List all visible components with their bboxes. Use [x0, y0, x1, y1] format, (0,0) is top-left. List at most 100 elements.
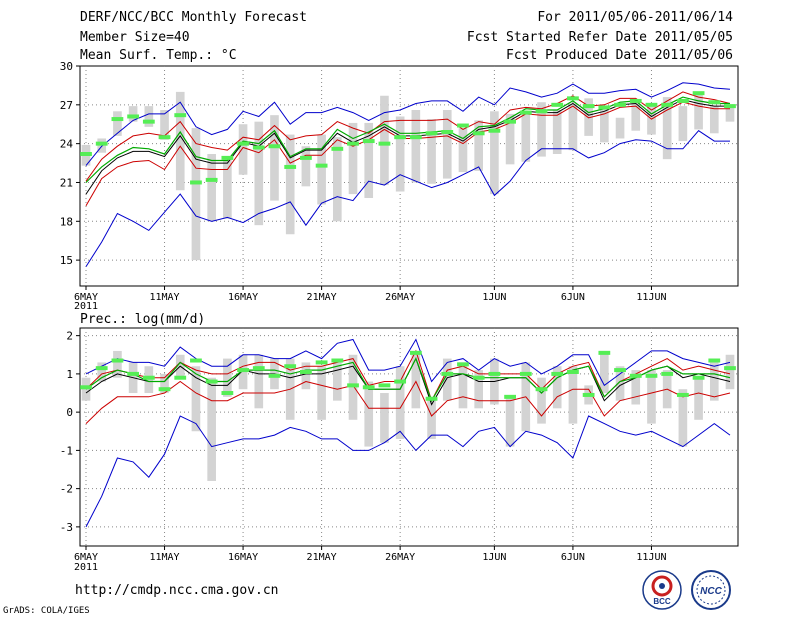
- obs-marker: [614, 368, 626, 373]
- x-year-label: 2011: [74, 562, 98, 573]
- obs-marker: [629, 98, 642, 103]
- spread-box: [709, 358, 719, 401]
- obs-marker: [237, 368, 249, 373]
- obs-marker: [315, 360, 328, 365]
- spread-box: [285, 134, 295, 235]
- obs-marker: [205, 177, 218, 182]
- obs-marker: [472, 375, 485, 380]
- spread-box: [191, 366, 201, 432]
- x-tick-label: 11MAY: [149, 552, 179, 563]
- spread-box: [647, 370, 656, 424]
- y-tick-label: 18: [60, 215, 73, 228]
- x-tick-label: 11JUN: [636, 292, 666, 303]
- spread-box: [97, 362, 107, 382]
- obs-marker: [127, 371, 140, 376]
- obs-marker: [708, 358, 721, 363]
- obs-marker: [268, 144, 281, 149]
- spread-box: [332, 358, 342, 401]
- obs-marker: [347, 141, 359, 146]
- spread-box: [552, 366, 562, 409]
- x-tick-label: 6MAY: [74, 552, 98, 563]
- spread-box: [631, 102, 641, 131]
- series-line-min: [85, 415, 731, 528]
- obs-marker: [441, 130, 454, 134]
- obs-marker: [111, 358, 124, 363]
- y-tick-label: 24: [60, 138, 74, 151]
- spread-box: [647, 106, 656, 135]
- x-tick-label: 6JUN: [561, 292, 585, 303]
- y-tick-label: 2: [66, 330, 73, 343]
- spread-box: [380, 95, 389, 186]
- obs-marker: [519, 110, 532, 115]
- spread-box: [678, 389, 688, 447]
- x-year-label: 2011: [74, 301, 98, 312]
- obs-marker: [174, 375, 187, 380]
- obs-marker: [378, 141, 391, 146]
- y-tick-label: 0: [66, 406, 73, 419]
- spread-box: [395, 366, 405, 439]
- series-line-control: [85, 96, 730, 183]
- obs-marker: [692, 91, 705, 96]
- obs-marker: [551, 371, 564, 376]
- obs-marker: [661, 371, 674, 376]
- obs-marker: [190, 358, 202, 363]
- header-produced-date: Fcst Produced Date 2011/05/06: [506, 48, 733, 63]
- obs-marker: [300, 155, 312, 160]
- obs-marker: [80, 152, 92, 156]
- spread-box: [301, 362, 311, 390]
- spread-box: [223, 358, 232, 397]
- obs-marker: [457, 123, 469, 128]
- header-member-size: Member Size=40: [80, 30, 190, 45]
- obs-marker: [598, 105, 611, 110]
- spread-box: [458, 128, 468, 173]
- x-tick-label: 26MAY: [385, 292, 415, 303]
- spread-box: [678, 106, 688, 142]
- header-variable: Mean Surf. Temp.: °C: [80, 48, 237, 63]
- obs-marker: [551, 102, 564, 107]
- spread-box: [207, 154, 216, 222]
- series-line-spread-lower: [85, 380, 731, 424]
- x-tick-label: 6MAY: [74, 292, 98, 303]
- x-tick-label: 1JUN: [482, 292, 506, 303]
- obs-marker: [441, 371, 454, 376]
- spread-box: [348, 122, 358, 195]
- obs-marker: [95, 366, 108, 371]
- obs-marker: [488, 128, 501, 133]
- spread-box: [128, 106, 138, 122]
- footer-url[interactable]: http://cmdp.ncc.cma.gov.cn: [75, 583, 279, 598]
- series-line-spread-lower: [85, 101, 730, 207]
- spread-box: [631, 370, 641, 405]
- obs-marker: [300, 369, 312, 374]
- spread-box: [364, 381, 374, 447]
- spread-box: [395, 116, 405, 192]
- spread-box: [301, 146, 311, 187]
- y-tick-label: 30: [60, 60, 73, 73]
- spread-box: [521, 113, 531, 162]
- x-tick-label: 6JUN: [561, 552, 585, 563]
- obs-marker: [567, 369, 579, 374]
- obs-marker: [425, 131, 438, 136]
- obs-marker: [504, 394, 516, 399]
- spread-box: [160, 110, 169, 140]
- spread-box: [725, 354, 735, 390]
- obs-marker: [708, 100, 721, 105]
- obs-marker: [190, 180, 202, 185]
- x-tick-label: 11JUN: [636, 552, 666, 563]
- obs-marker: [237, 141, 249, 146]
- spread-box: [411, 110, 421, 183]
- plot-frame: [79, 65, 739, 287]
- obs-marker: [535, 109, 548, 114]
- spread-box: [584, 98, 593, 136]
- obs-marker: [284, 364, 297, 369]
- x-tick-label: 16MAY: [228, 292, 258, 303]
- panel-title-precipitation: Prec.: log(mm/d): [80, 312, 205, 327]
- spread-box: [175, 91, 185, 191]
- spread-box: [380, 393, 389, 443]
- obs-marker: [394, 379, 407, 384]
- spread-box: [411, 350, 421, 409]
- obs-marker: [80, 385, 92, 390]
- spread-box: [427, 396, 436, 439]
- y-tick-label: -1: [60, 444, 73, 457]
- obs-marker: [268, 373, 281, 378]
